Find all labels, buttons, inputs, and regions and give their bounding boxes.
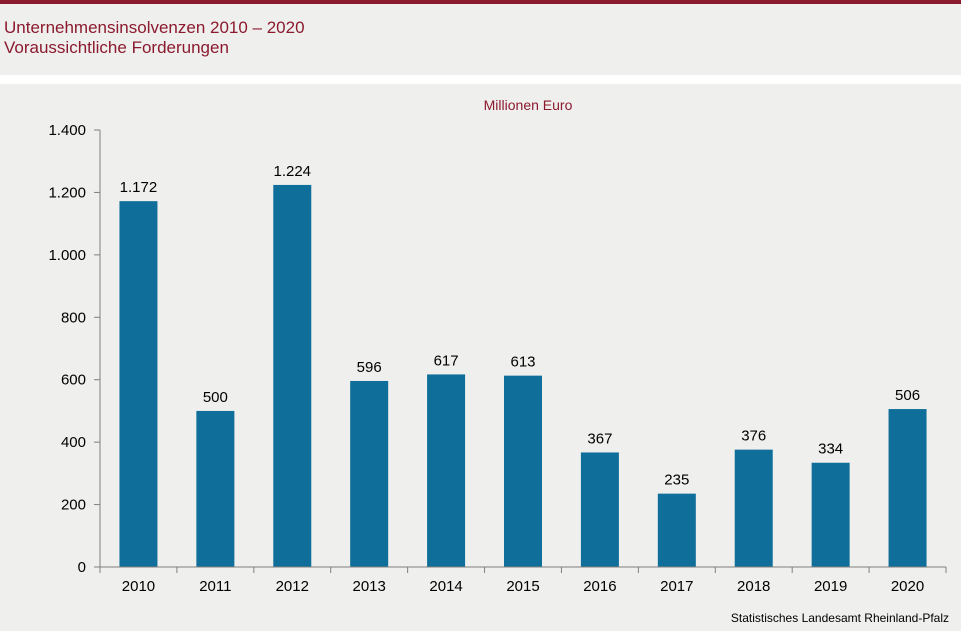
- accent-top-bar: [0, 0, 961, 4]
- bar-2017: [657, 493, 696, 567]
- data-label-2017: 235: [664, 472, 689, 489]
- chart-header: Unternehmensinsolvenzen 2010 – 2020 Vora…: [0, 4, 961, 75]
- data-label-2016: 367: [587, 430, 612, 447]
- data-label-2012: 1.224: [273, 163, 311, 180]
- y-tick-label: 600: [61, 372, 86, 389]
- bar-2011: [196, 410, 235, 567]
- x-tick-label-2012: 2012: [276, 578, 309, 595]
- data-label-2015: 613: [510, 354, 535, 371]
- bar-2013: [350, 380, 389, 567]
- y-tick-label: 0: [78, 559, 86, 576]
- bar-2016: [580, 452, 619, 567]
- chart-subtitle: Voraussichtliche Forderungen: [4, 38, 229, 57]
- x-tick-label-2017: 2017: [660, 578, 693, 595]
- bar-2019: [811, 462, 850, 567]
- x-tick-label-2015: 2015: [506, 578, 539, 595]
- y-tick-label: 200: [61, 497, 86, 514]
- chart-title: Unternehmensinsolvenzen 2010 – 2020: [4, 18, 305, 37]
- y-tick-label: 800: [61, 309, 86, 326]
- y-tick-label: 1.400: [48, 122, 86, 139]
- data-label-2018: 376: [741, 428, 766, 445]
- x-tick-label-2011: 2011: [199, 578, 231, 595]
- data-label-2020: 506: [895, 387, 920, 404]
- source-note: Statistisches Landesamt Rheinland-Pfalz: [730, 611, 949, 625]
- bar-2015: [504, 375, 542, 567]
- data-label-2013: 596: [357, 359, 382, 376]
- bar-2020: [888, 409, 927, 567]
- x-tick-label-2010: 2010: [122, 578, 155, 595]
- bar-2012: [273, 184, 312, 567]
- bars: 1.172 500 1.224 596 617 613 367 235 376 334 506: [119, 163, 927, 567]
- y-tick-label: 400: [61, 434, 86, 451]
- data-label-2010: 1.172: [120, 179, 158, 196]
- unit-label: Millionen Euro: [484, 97, 573, 113]
- data-label-2011: 500: [203, 389, 228, 406]
- bar-chart: Millionen Euro 0 200 400 600 800 1.000 1.200 1.…: [48, 97, 947, 595]
- x-tick-label-2020: 2020: [891, 578, 924, 595]
- chart-panel: Millionen Euro 0 200 400 600 800 1.000 1.200 1.…: [0, 84, 961, 631]
- y-tick-label: 1.000: [48, 247, 86, 264]
- y-tick-label: 1.200: [48, 184, 86, 201]
- bar-2014: [427, 374, 466, 567]
- x-tick-label-2018: 2018: [737, 578, 770, 595]
- x-tick-label-2014: 2014: [429, 578, 462, 595]
- bar-2010: [119, 201, 158, 567]
- y-axis: 0 200 400 600 800 1.000 1.200 1.400: [48, 122, 101, 576]
- x-tick-label-2016: 2016: [583, 578, 616, 595]
- data-label-2019: 334: [818, 441, 843, 458]
- x-tick-label-2013: 2013: [352, 578, 385, 595]
- bar-2018: [734, 449, 773, 567]
- x-axis: 2010 2011 2012 2013 2014 2015 2016 2017 2018 2019…: [99, 566, 947, 595]
- x-tick-label-2019: 2019: [814, 578, 847, 595]
- data-label-2014: 617: [434, 352, 459, 369]
